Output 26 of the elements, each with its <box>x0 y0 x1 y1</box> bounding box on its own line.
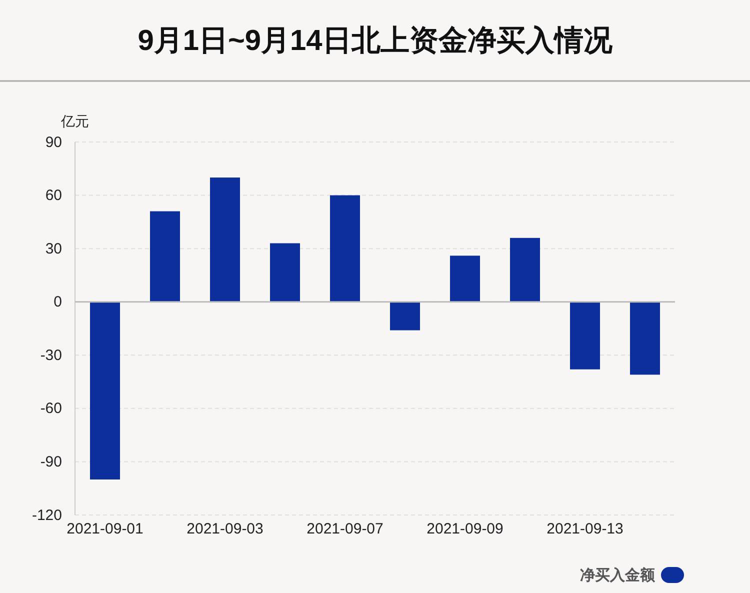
x-tick-label: 2021-09-07 <box>306 520 384 538</box>
bar <box>90 302 120 480</box>
bar <box>630 302 660 375</box>
x-tick-label: 2021-09-01 <box>66 520 144 538</box>
bar <box>150 211 180 302</box>
bar <box>570 302 600 370</box>
y-axis-title: 亿元 <box>60 113 89 129</box>
y-tick-label: -60 <box>40 400 62 418</box>
x-tick-label: 2021-09-03 <box>186 520 264 538</box>
x-tick-label: 2021-09-13 <box>546 520 624 538</box>
y-tick-label: 0 <box>54 294 62 311</box>
x-tick-label: 2021-09-09 <box>426 520 504 538</box>
bar <box>210 178 240 302</box>
bar <box>450 256 480 302</box>
legend-label: 净买入金额 <box>580 566 656 584</box>
y-tick-label: -120 <box>32 506 62 524</box>
bar <box>390 302 420 330</box>
y-tick-label: 60 <box>45 187 62 204</box>
bar <box>270 243 300 302</box>
y-tick-label: 30 <box>45 240 62 258</box>
chart-title: 9月1日~9月14日北上资金净买入情况 <box>138 25 614 57</box>
y-tick-label: -30 <box>40 346 62 364</box>
bar <box>330 195 360 302</box>
y-tick-label: -90 <box>40 454 62 471</box>
bar <box>510 238 540 302</box>
y-tick-label: 90 <box>45 134 62 151</box>
